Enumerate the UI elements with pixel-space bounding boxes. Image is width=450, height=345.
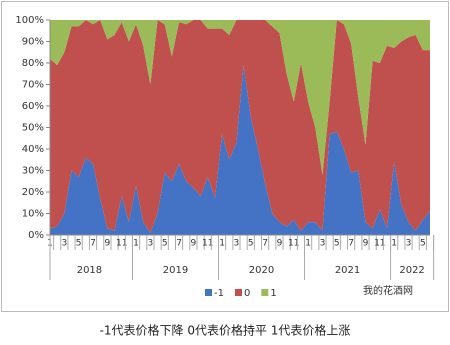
x-tick-label: 5	[420, 239, 426, 249]
year-label: 2019	[163, 265, 188, 276]
area	[50, 65, 430, 236]
x-tick-label: 7	[348, 239, 354, 249]
year-label: 2020	[249, 265, 274, 276]
x-tick-label: 3	[320, 239, 326, 249]
year-label: 2021	[335, 265, 360, 276]
year-label: 2018	[77, 265, 102, 276]
x-tick-label: 11	[116, 239, 127, 249]
y-tick-label: 90%	[22, 37, 44, 48]
x-tick-label: 7	[262, 239, 268, 249]
caption: -1代表价格下降 0代表价格持平 1代表价格上涨	[100, 323, 351, 338]
x-tick-label: 5	[162, 239, 168, 249]
y-tick-label: 70%	[22, 80, 44, 91]
x-tick-label: 11	[202, 239, 213, 249]
y-tick-label: 30%	[22, 166, 44, 177]
x-tick-label: 5	[76, 239, 82, 249]
x-tick-label: 3	[234, 239, 240, 249]
legend-label: 0	[244, 288, 250, 299]
x-tick-label: 3	[148, 239, 154, 249]
legend-label: -1	[214, 288, 224, 299]
x-tick-label: 1	[391, 239, 397, 249]
x-tick-label: 7	[176, 239, 182, 249]
x-tick-label: 11	[374, 239, 385, 249]
y-tick-label: 0%	[28, 230, 44, 241]
x-tick-label: 1	[219, 239, 225, 249]
watermark: 我的花酒网	[363, 284, 413, 297]
x-tick-label: 9	[191, 239, 197, 249]
area	[50, 20, 430, 175]
x-tick-label: 9	[277, 239, 283, 249]
y-tick-label: 60%	[22, 101, 44, 112]
x-tick-label: 1	[133, 239, 139, 249]
y-tick-label: 40%	[22, 144, 44, 155]
x-tick-label: 9	[363, 239, 369, 249]
legend-label: 1	[270, 288, 276, 299]
legend-swatch	[205, 289, 212, 296]
y-tick-label: 50%	[22, 123, 44, 134]
x-tick-label: 3	[61, 239, 67, 249]
x-tick-label: 5	[334, 239, 340, 249]
chart-frame	[1, 1, 449, 312]
x-tick-label: 5	[248, 239, 254, 249]
legend-swatch	[261, 289, 269, 296]
year-label: 2022	[399, 265, 424, 276]
x-tick-label: 7	[90, 239, 96, 249]
y-tick-label: 20%	[22, 187, 44, 198]
y-tick-label: 10%	[22, 209, 44, 220]
area	[50, 20, 430, 233]
legend-swatch	[234, 289, 242, 296]
y-tick-label: 100%	[15, 15, 44, 26]
y-tick-label: 80%	[22, 58, 44, 69]
x-tick-label: 1	[305, 239, 311, 249]
x-tick-label: 3	[406, 239, 412, 249]
x-tick-label: 9	[104, 239, 110, 249]
x-tick-label: 11	[288, 239, 299, 249]
